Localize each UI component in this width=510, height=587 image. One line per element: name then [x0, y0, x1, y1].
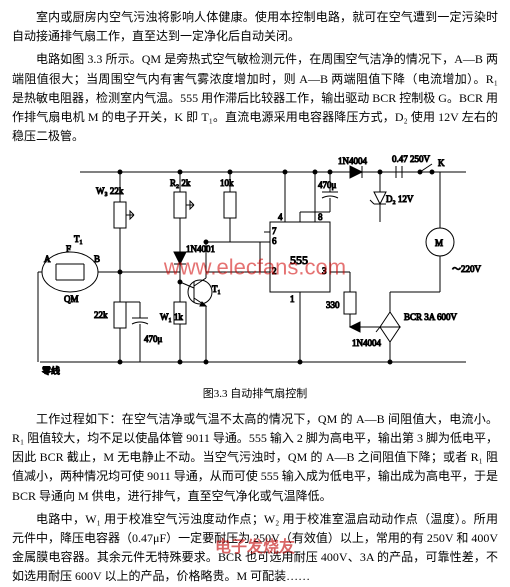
- label-m: M: [435, 238, 443, 248]
- svg-text:7: 7: [272, 226, 277, 236]
- label-d3: 1N4004: [352, 338, 381, 348]
- intro-para-1: 室内或厨房内空气污浊将影响人体健康。使用本控制电路，就可在空气遭到一定污染时自动…: [12, 8, 498, 46]
- label-c470a: 470μ: [318, 180, 337, 190]
- svg-text:6: 6: [272, 236, 277, 246]
- label-zero-line: 零线: [42, 365, 60, 376]
- label-qm: QM: [64, 294, 79, 304]
- label-330: 330: [326, 300, 340, 310]
- label-f: F: [66, 244, 71, 254]
- label-d2: 1N4004: [338, 156, 367, 166]
- label-t1a: T₁: [74, 234, 83, 244]
- label-ac: ～220V: [452, 264, 482, 274]
- figure-caption: 图3.3 自动排气扇控制: [12, 386, 498, 404]
- label-b: B: [94, 254, 100, 264]
- label-a: A: [44, 254, 51, 264]
- label-w1: W₁ 1k: [160, 312, 183, 322]
- label-10k: 10k: [220, 178, 234, 188]
- label-r2: R₂ 2k: [170, 178, 191, 188]
- label-22k: 22k: [94, 310, 108, 320]
- label-d1: 1N4001: [186, 244, 215, 254]
- svg-text:4: 4: [278, 212, 283, 222]
- label-w3: W₃ 22k: [96, 186, 124, 196]
- label-t1b: T₁: [212, 284, 221, 294]
- intro-para-2: 电路如图 3.3 所示。QM 是旁热式空气敏检测元件，在周围空气洁净的情况下，A…: [12, 50, 498, 146]
- svg-text:1: 1: [290, 294, 295, 304]
- label-bcr: BCR 3A 600V: [404, 312, 458, 322]
- svg-text:2: 2: [272, 266, 277, 276]
- label-c470b: 470μ: [144, 334, 163, 344]
- footer-watermark: 电子发烧友: [215, 535, 295, 561]
- body-para-3: 工作过程如下：在空气洁净或气温不太高的情况下，QM 的 A—B 间阻值大，电流小…: [12, 410, 498, 506]
- label-555: 555: [290, 253, 308, 267]
- svg-text:3: 3: [322, 266, 327, 276]
- label-k: K: [438, 158, 445, 168]
- svg-text:8: 8: [318, 212, 323, 222]
- circuit-svg: 零线 QM A B F W₃ 22k 22k: [20, 152, 490, 382]
- label-dz: D₂ 12V: [386, 194, 414, 204]
- label-c047: 0.47 250V: [392, 154, 431, 164]
- circuit-diagram: www.elecfans.com 零线 QM A B F: [12, 152, 498, 382]
